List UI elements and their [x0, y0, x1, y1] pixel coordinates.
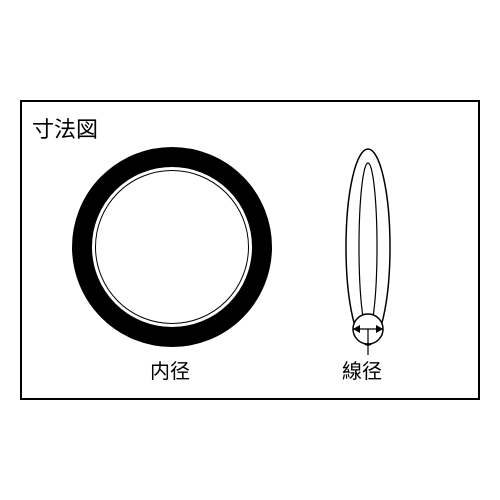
side-view-ring: [342, 148, 402, 368]
inner-diameter-label: 内径: [150, 355, 190, 384]
dimension-diagram: 寸法図 内径 線径: [20, 100, 480, 400]
front-view-ring: [72, 147, 272, 347]
wire-diameter-label: 線径: [342, 355, 382, 384]
inner-ring-edge: [95, 170, 249, 324]
outer-ring: [72, 147, 272, 347]
diagram-title: 寸法図: [32, 112, 98, 144]
inner-diameter-dimension: [94, 232, 250, 233]
